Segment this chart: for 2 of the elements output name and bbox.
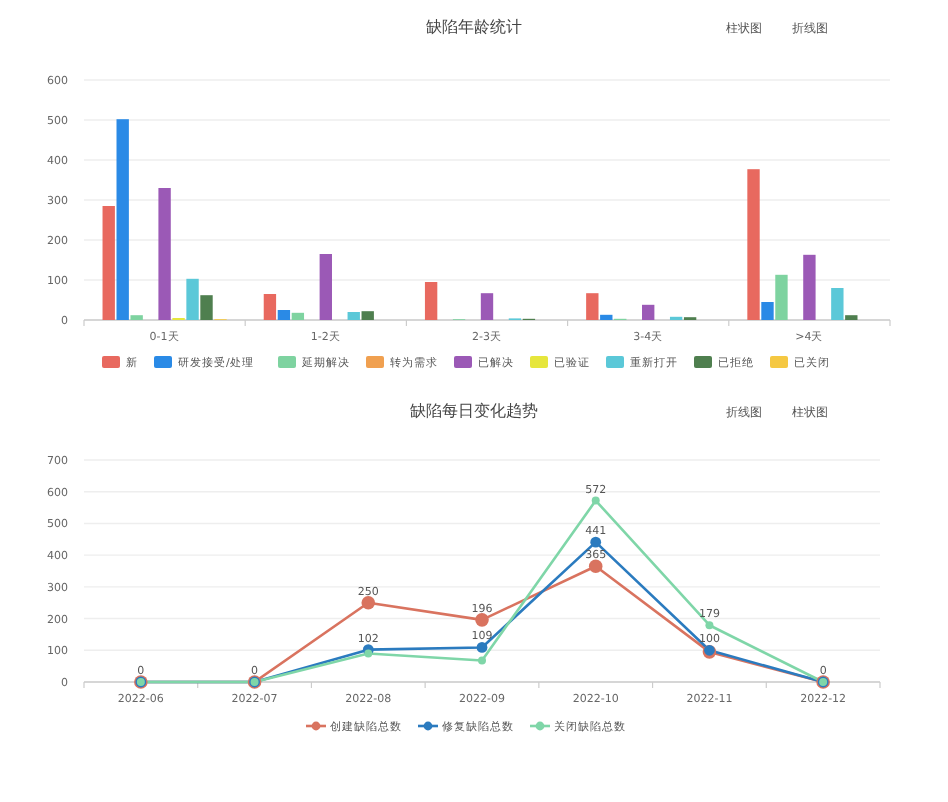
chart-title: 缺陷年龄统计 (426, 18, 522, 36)
chart-title: 缺陷每日变化趋势 (410, 402, 538, 420)
